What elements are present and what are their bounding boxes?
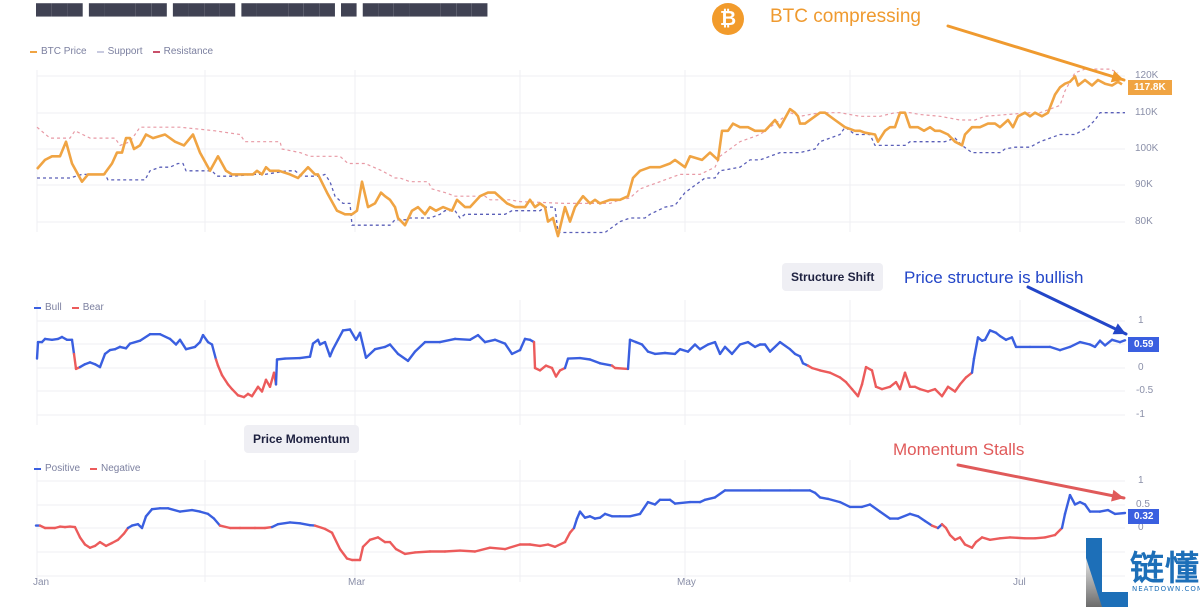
structure-y-tick-minus-0-5: -0.5	[1136, 385, 1154, 396]
structure-last-value-badge: 0.59	[1128, 337, 1160, 352]
watermark-cn-text: 链懂	[1130, 550, 1200, 588]
legend-item-bull[interactable]: Bull	[34, 302, 62, 313]
legend-item-positive[interactable]: Positive	[34, 463, 80, 474]
bitcoin-icon: ₿	[712, 3, 744, 35]
y-tick-90k: 90K	[1135, 179, 1153, 190]
structure-y-tick-minus-1: -1	[1136, 409, 1145, 420]
momentum-legend: Positive Negative	[34, 463, 140, 474]
momentum-y-tick-1: 1	[1138, 475, 1144, 486]
legend-item-resistance[interactable]: Resistance	[152, 46, 213, 57]
positive-swatch	[34, 467, 41, 470]
y-tick-120k: 120K	[1135, 70, 1159, 81]
legend-item-bear[interactable]: Bear	[71, 302, 104, 313]
page-title-cutoff: ▄▄▄ ▄▄▄▄▄ ▄▄▄▄ ▄▄▄▄▄▄ ▄ ▄▄▄▄▄▄▄▄	[36, 0, 488, 15]
support-swatch	[96, 50, 104, 53]
momentum-y-tick-0-5: 0.5	[1136, 499, 1150, 510]
negative-swatch	[90, 467, 98, 470]
x-tick-jul: Jul	[1013, 577, 1026, 588]
neatdown-logo-mark	[1086, 538, 1128, 607]
momentum-y-tick-0: 0	[1138, 522, 1144, 533]
bear-swatch	[71, 306, 79, 309]
x-tick-mar: Mar	[348, 577, 366, 588]
y-tick-100k: 100K	[1135, 143, 1159, 154]
structure-legend: Bull Bear	[34, 302, 104, 313]
resistance-swatch	[152, 50, 160, 53]
momentum-last-value-badge: 0.32	[1128, 509, 1160, 524]
btc-last-price-badge: 117.8K	[1128, 80, 1172, 95]
btc-compressing-annotation: BTC compressing	[770, 6, 921, 27]
structure-y-tick-0: 0	[1138, 362, 1144, 373]
structure-shift-title: Structure Shift	[782, 263, 884, 291]
structure-bullish-annotation: Price structure is bullish	[904, 268, 1084, 287]
y-tick-80k: 80K	[1135, 216, 1153, 227]
bull-swatch	[34, 306, 41, 309]
momentum-stalls-annotation: Momentum Stalls	[893, 440, 1025, 459]
y-tick-110k: 110K	[1135, 107, 1158, 118]
x-tick-may: May	[677, 577, 696, 588]
watermark-en-text: NEATDOWN.COM	[1132, 585, 1200, 593]
legend-item-negative[interactable]: Negative	[90, 463, 140, 474]
structure-y-tick-1: 1	[1138, 315, 1144, 326]
btc-price-swatch	[30, 50, 37, 53]
price-momentum-title: Price Momentum	[244, 425, 359, 453]
legend-item-btc-price[interactable]: BTC Price	[30, 46, 87, 57]
x-tick-jan: Jan	[33, 577, 50, 588]
price-chart-legend: BTC Price Support Resistance	[30, 46, 213, 57]
legend-item-support[interactable]: Support	[96, 46, 143, 57]
